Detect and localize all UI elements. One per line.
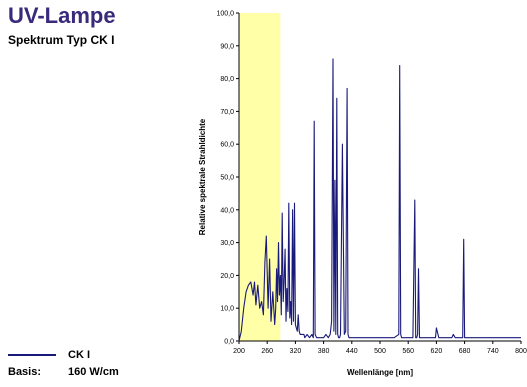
basis-value: 160 W/cm bbox=[68, 365, 119, 378]
x-tick-label: 680 bbox=[459, 348, 471, 355]
y-tick-label: 100,0 bbox=[216, 11, 234, 18]
y-tick-label: 70,0 bbox=[220, 109, 234, 116]
y-tick-label: 20,0 bbox=[220, 273, 234, 280]
basis-label: Basis: bbox=[8, 365, 42, 378]
x-tick-label: 260 bbox=[261, 348, 273, 355]
y-tick-label: 0,0 bbox=[224, 339, 234, 346]
legend-series-line bbox=[8, 353, 56, 356]
y-tick-label: 90,0 bbox=[220, 43, 234, 50]
x-tick-label: 500 bbox=[374, 348, 386, 355]
x-tick-label: 440 bbox=[346, 348, 358, 355]
page-subtitle: Spektrum Typ CK I bbox=[8, 33, 115, 47]
y-tick-label: 50,0 bbox=[220, 175, 234, 182]
x-axis-title: Wellenlänge [nm] bbox=[347, 368, 413, 377]
series-line-ck-i bbox=[238, 58, 521, 342]
y-tick-label: 80,0 bbox=[220, 76, 234, 83]
y-tick-label: 40,0 bbox=[220, 207, 234, 214]
x-tick-label: 560 bbox=[402, 348, 414, 355]
uv-highlight-band bbox=[239, 13, 281, 341]
x-tick-label: 620 bbox=[431, 348, 443, 355]
legend-series-label: CK I bbox=[68, 348, 90, 361]
legend-row-basis: Basis: 160 W/cm bbox=[8, 363, 119, 380]
legend: CK I Basis: 160 W/cm bbox=[8, 346, 119, 380]
y-tick-label: 10,0 bbox=[220, 306, 234, 313]
x-tick-label: 320 bbox=[290, 348, 302, 355]
y-axis-title: Relative spektrale Strahldichte bbox=[198, 118, 207, 235]
x-tick-label: 800 bbox=[515, 348, 527, 355]
legend-row-series: CK I bbox=[8, 346, 119, 363]
y-tick-label: 60,0 bbox=[220, 142, 234, 149]
x-tick-label: 380 bbox=[318, 348, 330, 355]
y-tick-label: 30,0 bbox=[220, 240, 234, 247]
page-title: UV-Lampe bbox=[8, 3, 116, 28]
x-tick-label: 200 bbox=[233, 348, 245, 355]
x-tick-label: 740 bbox=[487, 348, 499, 355]
